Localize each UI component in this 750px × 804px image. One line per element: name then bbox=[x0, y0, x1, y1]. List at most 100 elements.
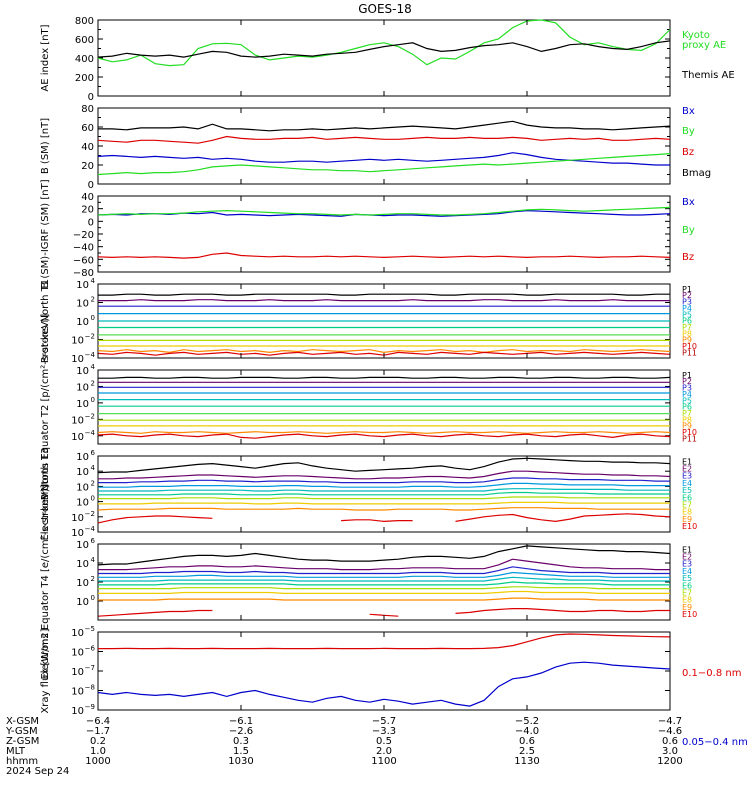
axis-row-value: 0.6 bbox=[662, 736, 678, 747]
axis-row-value: 1130 bbox=[514, 756, 539, 767]
axis-row-value: 1200 bbox=[657, 756, 682, 767]
legend-label: P4 bbox=[682, 390, 692, 399]
y-tick-label: 10 bbox=[76, 317, 89, 328]
legend-label: P5 bbox=[682, 396, 692, 405]
axis-row-label: MLT bbox=[6, 746, 26, 757]
y-tick-label: 10 bbox=[71, 628, 84, 639]
y-tick-label: 800 bbox=[75, 16, 94, 27]
y-tick-exponent: −2 bbox=[85, 412, 95, 420]
axis-row-label: X-GSM bbox=[6, 716, 39, 727]
y-tick-label: 10 bbox=[71, 336, 84, 347]
legend-label: P11 bbox=[682, 434, 697, 443]
legend-label: P6 bbox=[682, 317, 692, 326]
legend-label: P4 bbox=[682, 304, 692, 313]
legend-label: E7 bbox=[682, 501, 692, 510]
series-line-e4 bbox=[98, 571, 670, 578]
axis-row-value: 0.2 bbox=[90, 736, 106, 747]
series-line-themis-ae bbox=[97, 40, 671, 58]
y-tick-exponent: −4 bbox=[85, 429, 96, 437]
legend-label: P3 bbox=[682, 298, 692, 307]
y-axis-label: Xray flux [W/m2] bbox=[40, 628, 51, 713]
series-line-e3 bbox=[98, 566, 670, 575]
axis-row-label: Y-GSM bbox=[5, 726, 38, 737]
series-line-p10 bbox=[97, 349, 671, 354]
y-tick-label: 10 bbox=[76, 366, 89, 377]
axis-row-value: 1100 bbox=[371, 756, 396, 767]
y-tick-label: 40 bbox=[81, 192, 94, 203]
series-line-e2 bbox=[98, 470, 671, 480]
legend-label: P1 bbox=[682, 371, 692, 380]
y-tick-label: 40 bbox=[81, 142, 94, 153]
axis-row-value: 0.6 bbox=[519, 736, 535, 747]
series-line-e7 bbox=[98, 586, 670, 590]
legend-label: P6 bbox=[682, 403, 692, 412]
y-tick-exponent: −4 bbox=[85, 525, 96, 533]
legend-label: P1 bbox=[682, 285, 692, 294]
series-line-p11 bbox=[97, 433, 671, 439]
y-tick-exponent: −9 bbox=[85, 703, 95, 711]
series-line-bz bbox=[97, 135, 671, 144]
y-axis-label: Protons North T1 bbox=[40, 279, 51, 363]
y-tick-exponent: 0 bbox=[91, 594, 95, 602]
y-tick-exponent: −6 bbox=[85, 645, 96, 653]
y-tick-label: 10 bbox=[76, 399, 89, 410]
y-tick-label: −20 bbox=[73, 230, 94, 241]
plot-title: GOES-18 bbox=[358, 2, 412, 16]
y-tick-label: 10 bbox=[76, 578, 89, 589]
legend-label: E6 bbox=[682, 493, 692, 502]
y-tick-label: 0 bbox=[88, 217, 94, 228]
y-tick-label: 10 bbox=[76, 540, 89, 551]
legend-label: 0.05−0.4 nm bbox=[682, 737, 748, 748]
legend-label: E4 bbox=[682, 479, 692, 488]
y-axis-label: AE index [nT] bbox=[40, 24, 51, 91]
legend-label: Themis AE bbox=[681, 70, 735, 81]
y-tick-exponent: −4 bbox=[85, 351, 96, 359]
legend-label: E5 bbox=[682, 486, 692, 495]
y-tick-exponent: −7 bbox=[85, 664, 95, 672]
series-line-0-05-0-4-nm bbox=[97, 661, 671, 707]
series-line-e3 bbox=[98, 477, 670, 484]
y-axis-label: Electrons North T3 bbox=[40, 447, 51, 540]
y-tick-exponent: 0 bbox=[91, 495, 95, 503]
y-tick-label: 10 bbox=[71, 528, 84, 539]
series-line-e4 bbox=[98, 482, 670, 488]
series-line-p10 bbox=[97, 431, 671, 434]
legend-label: P3 bbox=[682, 384, 692, 393]
legend-label: P5 bbox=[682, 310, 692, 319]
axis-row-value: 3.0 bbox=[662, 746, 678, 757]
legend-label: P9 bbox=[682, 422, 692, 431]
legend-label: P9 bbox=[682, 336, 692, 345]
series-line-e9 bbox=[98, 597, 670, 601]
panel-frame bbox=[97, 195, 671, 273]
panel-frame bbox=[97, 107, 671, 185]
y-tick-label: 10 bbox=[76, 299, 89, 310]
axis-row-value: 1000 bbox=[85, 756, 110, 767]
legend-label: E1 bbox=[682, 457, 692, 466]
series-line-e8 bbox=[98, 501, 670, 505]
y-axis-label: Electrons Equator T4 [e/(cm²-s-sr-keV)] bbox=[40, 484, 51, 679]
legend-label: P8 bbox=[682, 329, 692, 338]
series-line-e9 bbox=[97, 507, 670, 511]
y-tick-label: 10 bbox=[76, 559, 89, 570]
series-line-e1 bbox=[97, 545, 671, 566]
y-tick-exponent: 2 bbox=[91, 575, 95, 583]
legend-label: E3 bbox=[682, 472, 692, 481]
y-tick-label: 10 bbox=[71, 648, 84, 659]
y-tick-exponent: 4 bbox=[91, 556, 96, 564]
legend-label: P2 bbox=[682, 291, 692, 300]
axis-row-value: −4.6 bbox=[658, 726, 682, 737]
series-line-kyoto-proxy-ae bbox=[97, 19, 671, 67]
y-tick-exponent: 4 bbox=[91, 277, 96, 285]
axis-row-value: −4.0 bbox=[515, 726, 539, 737]
axis-row-label: hhmm bbox=[6, 756, 38, 767]
y-tick-exponent: −2 bbox=[85, 333, 95, 341]
y-tick-label: −60 bbox=[73, 255, 94, 266]
legend-label: E2 bbox=[682, 465, 692, 474]
y-tick-exponent: −2 bbox=[85, 510, 95, 518]
y-tick-label: 10 bbox=[71, 687, 84, 698]
legend-label: 0.1−0.8 nm bbox=[682, 668, 741, 679]
legend-label: P7 bbox=[682, 409, 692, 418]
